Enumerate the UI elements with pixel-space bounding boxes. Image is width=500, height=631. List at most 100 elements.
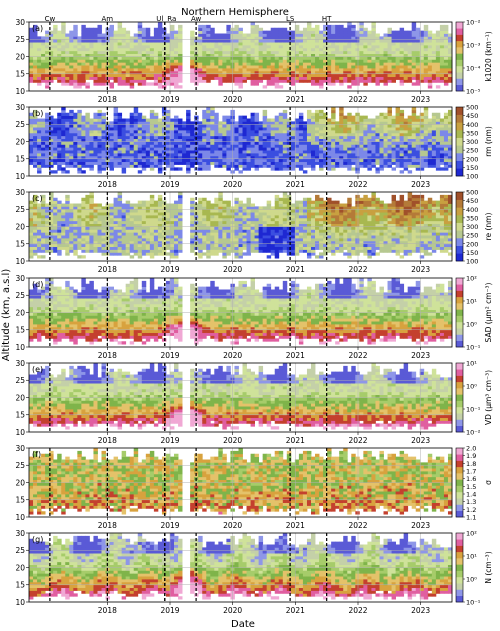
colorbar-tick-label: 10¹ <box>466 298 477 306</box>
colorbar-segment <box>456 47 463 54</box>
colorbar-segment <box>456 245 463 254</box>
colorbar-tick-label: 1.2 <box>466 506 476 514</box>
y-tick-label: 30 <box>15 188 25 197</box>
x-axis-label: Date <box>231 619 255 630</box>
x-tick-label: 2018 <box>98 180 117 189</box>
y-tick-label: 10 <box>15 428 25 437</box>
event-lines <box>49 22 328 91</box>
colorbar-tick-label: 1.4 <box>466 491 476 499</box>
event-lines <box>49 278 328 347</box>
colorbar-segment <box>456 65 463 73</box>
colorbar-tick-label: 250 <box>466 147 478 155</box>
colorbar-frame <box>455 21 464 92</box>
colorbar-tick-label: 10⁰ <box>466 321 477 329</box>
y-tick-label: 15 <box>15 326 25 335</box>
colorbar-segment <box>456 160 463 169</box>
x-tick-label: 2021 <box>286 265 305 274</box>
event-label: Aw <box>191 15 202 23</box>
event-label: Cw <box>45 15 56 23</box>
colorbar-segment <box>456 460 463 468</box>
colorbar-label: re (nm) <box>484 213 493 241</box>
heatmap-cells <box>29 448 453 515</box>
colorbar-segment <box>456 564 463 571</box>
x-tick-label: 2019 <box>160 606 179 615</box>
colorbar-tick-label: 10¹ <box>466 360 477 368</box>
colorbar-segment <box>456 222 463 231</box>
colorbar-frame <box>455 362 464 433</box>
x-tick-label: 2019 <box>160 351 179 360</box>
y-tick-label: 25 <box>15 35 25 44</box>
y-tick-label: 20 <box>15 393 25 402</box>
x-tick-label: 2022 <box>348 436 367 445</box>
y-tick-label: 10 <box>15 87 25 96</box>
colorbar-tick-label: 10⁻¹ <box>466 406 481 414</box>
colorbar-segment <box>456 589 463 597</box>
colorbar: 2.01.91.81.71.61.51.41.31.21.1 σ <box>455 445 493 522</box>
colorbar-tick-label: 150 <box>466 164 478 172</box>
colorbar-label: VD (μm³ cm⁻³) <box>484 370 493 425</box>
colorbar-tick-label: 10² <box>466 530 477 538</box>
colorbar-tick-label: 10⁻¹ <box>466 344 481 352</box>
colorbar-segment <box>456 419 463 427</box>
colorbar-label: k1020 (km⁻¹) <box>484 31 493 81</box>
y-tick-label: 15 <box>15 411 25 420</box>
colorbar-segment <box>456 199 463 208</box>
colorbar-segment <box>456 498 463 505</box>
y-tick-label: 20 <box>15 563 25 572</box>
colorbar-segment <box>456 53 463 60</box>
colorbar-tick-label: 10⁻¹ <box>466 599 481 607</box>
x-tick-label: 2020 <box>223 265 242 274</box>
colorbar-tick-label: 10⁻⁴ <box>466 65 481 73</box>
y-tick-label: 30 <box>15 359 25 368</box>
y-tick-label: 15 <box>15 581 25 590</box>
colorbar-segment <box>456 381 463 389</box>
y-ticks: 10 15 20 25 30 <box>15 444 29 522</box>
panel-6: (g) 10 15 20 25 30 2018 2019 2020 2021 2022 2023 10²… <box>15 529 493 615</box>
colorbar-segment <box>456 284 463 291</box>
x-tick-label: 2023 <box>411 95 430 104</box>
panel-5: (f) 10 15 20 25 30 2018 2019 2020 2021 2022 2023 2.0… <box>15 444 493 530</box>
colorbar-tick-label: 1.5 <box>466 483 476 491</box>
colorbar-tick-label: 10⁻³ <box>466 42 481 50</box>
colorbar-frame <box>455 532 464 603</box>
x-tick-label: 2021 <box>286 180 305 189</box>
y-ticks: 10 15 20 25 30 <box>15 103 29 181</box>
x-tick-label: 2023 <box>411 180 430 189</box>
y-ticks: 10 15 20 25 30 <box>15 18 29 96</box>
colorbar-tick-label: 100 <box>466 258 478 266</box>
colorbar-frame <box>455 277 464 348</box>
y-tick-label: 30 <box>15 529 25 538</box>
y-tick-label: 20 <box>15 52 25 61</box>
colorbar-tick-label: 400 <box>466 121 478 129</box>
colorbar-segment <box>456 510 463 518</box>
x-tick-label: 2019 <box>160 265 179 274</box>
colorbar-segment <box>456 583 463 590</box>
figure-title: Northern Hemisphere <box>181 7 289 18</box>
y-tick-label: 30 <box>15 444 25 453</box>
x-tick-label: 2018 <box>98 265 117 274</box>
colorbar-segment <box>456 153 463 161</box>
colorbar-segment <box>456 425 463 433</box>
panel-4: (e) 10 15 20 25 30 2018 2019 2020 2021 2022 2023 10¹… <box>15 359 493 445</box>
colorbar-tick-label: 10¹ <box>466 553 477 561</box>
x-tick-label: 2023 <box>411 265 430 274</box>
y-ticks: 10 15 20 25 30 <box>15 274 29 352</box>
panel-3: (d) 10 15 20 25 30 2018 2019 2020 2021 2022 2023 10²… <box>15 274 493 360</box>
y-tick-label: 25 <box>15 546 25 555</box>
y-tick-label: 30 <box>15 18 25 27</box>
y-tick-label: 10 <box>15 172 25 181</box>
colorbar-label: σ <box>484 480 493 485</box>
x-tick-label: 2019 <box>160 95 179 104</box>
event-label: LS <box>286 15 295 23</box>
y-tick-label: 25 <box>15 376 25 385</box>
colorbar-segment <box>456 558 463 565</box>
colorbar-tick-label: 1.3 <box>466 498 476 506</box>
colorbar-tick-label: 400 <box>466 206 478 214</box>
colorbar-tick-label: 100 <box>466 173 478 181</box>
y-tick-label: 20 <box>15 137 25 146</box>
event-labels: Cw Am Ul Ra Aw LS HT <box>45 15 333 23</box>
colorbar-segment <box>456 59 463 67</box>
colorbar: 10² 10¹ 10⁰ 10⁻¹ N (cm⁻³) <box>455 530 493 607</box>
